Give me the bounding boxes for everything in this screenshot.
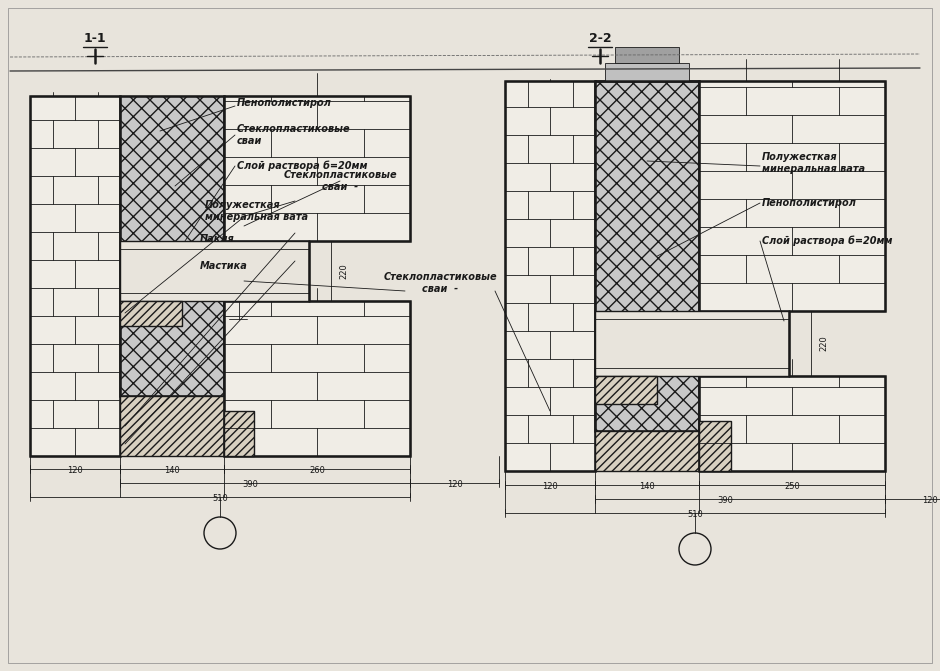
- Bar: [699, 376, 885, 471]
- Text: 390: 390: [717, 496, 733, 505]
- Bar: [120, 396, 224, 456]
- Bar: [120, 96, 224, 396]
- Bar: [224, 411, 254, 456]
- Bar: [699, 81, 885, 311]
- Text: 140: 140: [164, 466, 180, 475]
- Bar: [595, 376, 657, 404]
- Text: Слой раствора б=20мм: Слой раствора б=20мм: [762, 236, 892, 246]
- Text: Стеклопластиковые
сваи  -: Стеклопластиковые сваи -: [384, 272, 497, 294]
- Text: 1-1: 1-1: [84, 32, 106, 45]
- Bar: [120, 396, 224, 456]
- Bar: [224, 301, 410, 456]
- Bar: [224, 96, 410, 241]
- Bar: [224, 411, 254, 456]
- Text: 120: 120: [921, 496, 937, 505]
- Bar: [224, 96, 410, 241]
- Text: Полужесткая
минеральная вата: Полужесткая минеральная вата: [205, 200, 308, 222]
- Bar: [120, 241, 309, 301]
- Text: Стеклопластиковые
сваи: Стеклопластиковые сваи: [237, 124, 351, 146]
- Bar: [699, 421, 731, 471]
- Text: 120: 120: [446, 480, 462, 489]
- Text: 510: 510: [687, 510, 703, 519]
- Text: Пенополистирол: Пенополистирол: [762, 198, 857, 208]
- Text: 260: 260: [309, 466, 325, 475]
- Text: 390: 390: [243, 480, 258, 489]
- Text: Пенополистирол: Пенополистирол: [237, 98, 332, 108]
- Bar: [120, 301, 182, 326]
- Bar: [505, 81, 595, 471]
- Bar: [30, 96, 120, 456]
- Text: 220: 220: [339, 263, 348, 279]
- Bar: [595, 81, 699, 431]
- Bar: [615, 47, 679, 63]
- Bar: [699, 376, 885, 471]
- Text: 120: 120: [542, 482, 557, 491]
- Text: Слой раствора б=20мм: Слой раствора б=20мм: [237, 161, 368, 171]
- Bar: [605, 63, 689, 81]
- Bar: [699, 421, 731, 471]
- Bar: [224, 301, 410, 456]
- Bar: [595, 431, 699, 471]
- Text: 250: 250: [784, 482, 800, 491]
- Text: Мастика: Мастика: [200, 261, 248, 271]
- Bar: [595, 431, 699, 471]
- Bar: [699, 81, 885, 311]
- Bar: [30, 96, 120, 456]
- Text: 510: 510: [212, 494, 227, 503]
- Text: Пакля: Пакля: [200, 234, 235, 244]
- Text: Стеклопластиковые
сваи  -: Стеклопластиковые сваи -: [283, 170, 397, 192]
- Text: 140: 140: [639, 482, 655, 491]
- Text: 220: 220: [819, 336, 828, 352]
- Bar: [505, 81, 595, 471]
- Text: 120: 120: [67, 466, 83, 475]
- Text: 2-2: 2-2: [588, 32, 611, 45]
- Bar: [595, 311, 789, 376]
- Bar: [120, 301, 182, 326]
- Text: Полужесткая
минеральная вата: Полужесткая минеральная вата: [762, 152, 865, 174]
- Bar: [595, 376, 657, 404]
- Bar: [595, 81, 699, 431]
- Bar: [120, 96, 224, 396]
